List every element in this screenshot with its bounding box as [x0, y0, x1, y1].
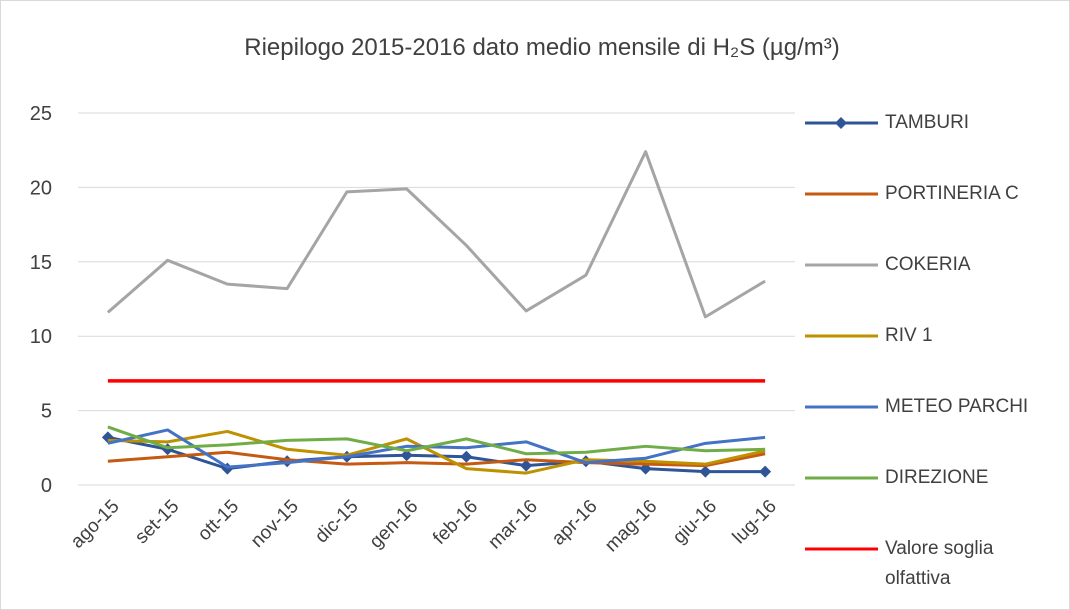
legend-label: RIV 1	[885, 325, 933, 346]
y-tick-label: 0	[41, 475, 52, 497]
marker	[520, 459, 533, 472]
marker	[400, 449, 413, 462]
series-line	[107, 425, 766, 456]
y-tick-label: 5	[41, 401, 52, 423]
y-tick-label: 25	[30, 103, 52, 125]
series-line	[107, 435, 766, 474]
legend-label: TAMBURI	[885, 112, 970, 133]
marker	[759, 465, 772, 478]
y-tick-label: 20	[30, 177, 52, 199]
series-line	[107, 428, 766, 469]
legend-label: PORTINERIA C	[885, 183, 1019, 204]
legend-label: DIREZIONE	[885, 467, 989, 488]
marker	[699, 465, 712, 478]
legend-marker	[835, 117, 847, 129]
chart-title: Riepilogo 2015-2016 dato medio mensile d…	[244, 34, 839, 61]
series-line	[107, 429, 766, 475]
legend-label: COKERIA	[885, 254, 971, 275]
y-tick-label: 15	[30, 252, 52, 274]
marker	[460, 450, 473, 463]
series-line	[106, 150, 766, 319]
series-line	[107, 450, 766, 468]
legend-label: Valore soglia olfattiva	[885, 538, 994, 589]
legend-label: METEO PARCHI	[885, 396, 1029, 417]
y-tick-label: 10	[30, 326, 52, 348]
